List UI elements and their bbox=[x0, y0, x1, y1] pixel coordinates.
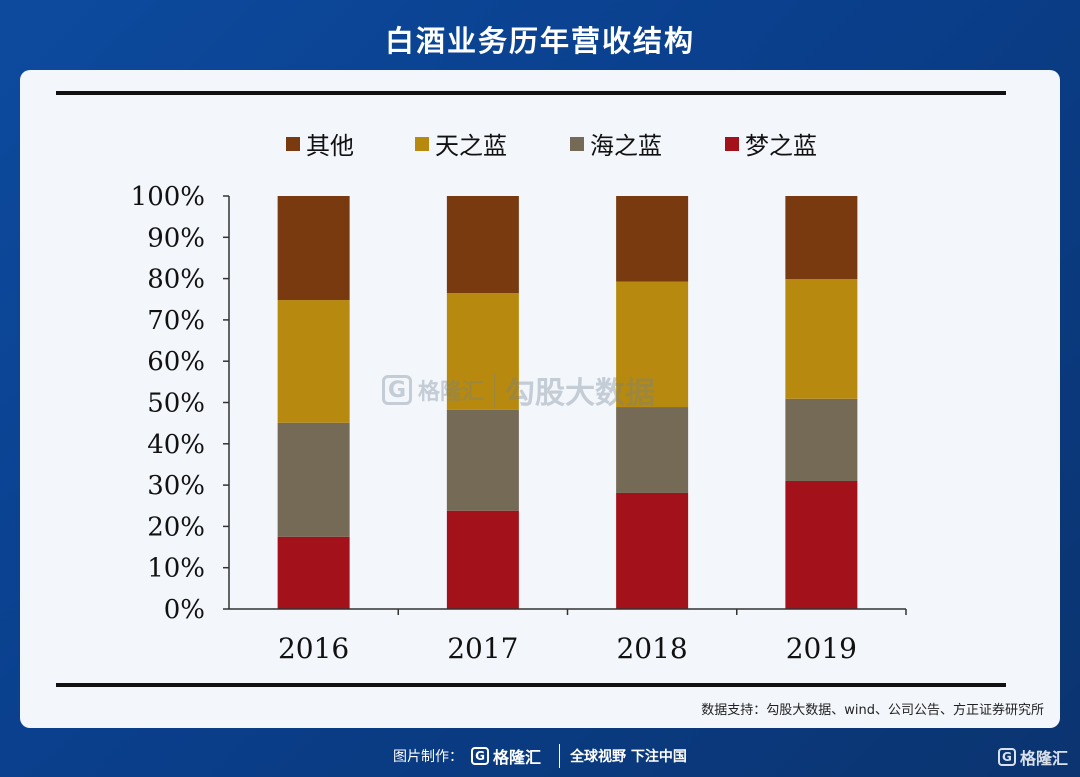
footer-brand: G 格隆汇 bbox=[471, 744, 541, 768]
y-tick-label: 90% bbox=[147, 223, 205, 253]
corner-brand: 格隆汇 bbox=[1019, 749, 1068, 768]
top-rule bbox=[56, 91, 1006, 95]
bar-segment bbox=[616, 492, 689, 609]
x-tick-label: 2018 bbox=[616, 632, 687, 665]
legend-swatch-mengzhilan bbox=[725, 136, 739, 151]
footer-logo-icon: G bbox=[471, 747, 490, 765]
y-tick-label: 10% bbox=[147, 554, 205, 584]
bar-segment bbox=[277, 422, 350, 537]
bar-segment bbox=[785, 480, 858, 609]
bar-segment bbox=[446, 510, 519, 609]
corner-watermark: G 格隆汇 bbox=[997, 745, 1068, 769]
y-tick-label: 30% bbox=[147, 471, 205, 501]
chart-panel bbox=[20, 70, 1060, 728]
bar-segment bbox=[446, 409, 519, 511]
legend-swatch-other bbox=[286, 136, 300, 151]
watermark-logo-icon: G bbox=[382, 375, 412, 405]
bar-segment bbox=[785, 279, 858, 399]
bar-segment bbox=[277, 300, 350, 423]
bar-segment bbox=[616, 281, 689, 408]
y-tick-label: 20% bbox=[147, 512, 205, 542]
y-tick-label: 40% bbox=[147, 430, 205, 460]
y-tick-label: 100% bbox=[131, 182, 205, 212]
bar-segment bbox=[616, 196, 689, 282]
y-tick-label: 0% bbox=[164, 595, 205, 625]
source-note: 数据支持：勾股大数据、wind、公司公告、方正证券研究所 bbox=[701, 703, 1044, 718]
x-tick-label: 2016 bbox=[278, 632, 349, 665]
legend-swatch-haizhilan bbox=[570, 136, 584, 151]
legend-label-tianzhilan: 天之蓝 bbox=[435, 132, 507, 160]
bottom-rule bbox=[56, 683, 1006, 687]
footer: 图片制作： G 格隆汇 全球视野 下注中国 bbox=[0, 742, 1080, 770]
bar-segment bbox=[277, 196, 350, 301]
bar-segment bbox=[446, 293, 519, 410]
legend-label-mengzhilan: 梦之蓝 bbox=[745, 132, 817, 160]
watermark-brand: 格隆汇 bbox=[418, 380, 485, 405]
bar-segment bbox=[446, 196, 519, 294]
legend-item-haizhilan: 海之蓝 bbox=[570, 126, 662, 161]
y-tick-label: 60% bbox=[147, 347, 205, 377]
legend-label-other: 其他 bbox=[306, 132, 354, 160]
page-title: 白酒业务历年营收结构 bbox=[384, 24, 695, 58]
legend-label-haizhilan: 海之蓝 bbox=[590, 132, 662, 160]
footer-made-by: 图片制作： bbox=[393, 749, 464, 765]
watermark-text: 勾股大数据 bbox=[505, 376, 656, 411]
bar-segment bbox=[785, 196, 858, 280]
x-tick-label: 2019 bbox=[786, 632, 857, 665]
y-tick-label: 80% bbox=[147, 265, 205, 295]
footer-brand-name: 格隆汇 bbox=[493, 748, 542, 767]
y-tick-label: 70% bbox=[147, 306, 205, 336]
legend-item-tianzhilan: 天之蓝 bbox=[415, 126, 507, 161]
legend-item-other: 其他 bbox=[286, 126, 354, 161]
bar-segment bbox=[785, 398, 858, 481]
bar-segment bbox=[277, 536, 350, 609]
footer-divider bbox=[559, 744, 561, 768]
legend-item-mengzhilan: 梦之蓝 bbox=[725, 126, 817, 161]
x-tick-label: 2017 bbox=[447, 632, 518, 665]
legend-swatch-tianzhilan bbox=[415, 136, 429, 151]
footer-slogan: 全球视野 下注中国 bbox=[570, 749, 687, 765]
corner-logo-icon: G bbox=[997, 748, 1016, 766]
y-tick-label: 50% bbox=[147, 389, 205, 419]
chart-legend: 其他 天之蓝 海之蓝 梦之蓝 bbox=[0, 126, 1080, 162]
bar-segment bbox=[616, 407, 689, 493]
watermark: G 格隆汇 勾股大数据 bbox=[382, 368, 655, 412]
watermark-divider bbox=[494, 373, 496, 407]
